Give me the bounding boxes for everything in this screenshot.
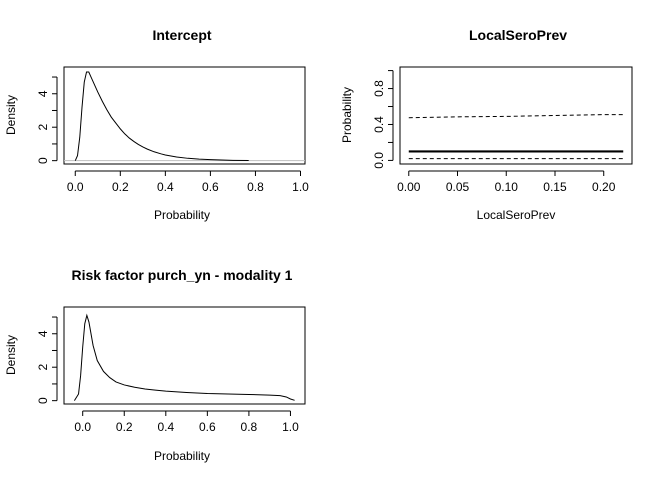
x-axis-label: Probability [154, 208, 210, 222]
series-group [408, 114, 624, 160]
y-axis: 0 2 4 [36, 76, 58, 164]
series-line-1 [74, 71, 249, 161]
x-tick-label: 1.0 [282, 420, 299, 434]
series-group [73, 313, 295, 401]
x-axis: 0.00 0.05 0.10 0.15 0.20 [397, 170, 616, 194]
y-tick-label: 2 [36, 364, 50, 371]
x-tick-label: 0.15 [543, 180, 567, 194]
y-tick-label: 0.8 [372, 80, 386, 97]
series-group [74, 71, 249, 161]
x-tick-label: 0.00 [397, 180, 421, 194]
y-tick-label: 4 [36, 90, 50, 97]
x-tick-label: 0.4 [157, 420, 174, 434]
y-tick-label: 0.4 [372, 116, 386, 133]
x-tick-label: 0.6 [202, 180, 219, 194]
y-tick-label: 2 [36, 124, 50, 131]
y-axis-label: Density [4, 335, 18, 375]
x-tick-label: 0.2 [112, 180, 129, 194]
series-line-2 [408, 114, 624, 119]
x-axis-label: LocalSeroPrev [477, 208, 556, 222]
x-tick-label: 0.8 [247, 180, 264, 194]
x-tick-label: 0.8 [241, 420, 258, 434]
x-tick-label: 0.05 [446, 180, 470, 194]
y-tick-label: 0 [36, 157, 50, 164]
x-tick-label: 0.6 [199, 420, 216, 434]
panel-title: LocalSeroPrev [469, 27, 567, 43]
x-tick-label: 0.4 [157, 180, 174, 194]
x-tick-label: 0.2 [116, 420, 133, 434]
panel-risk-factor: Risk factor purch_yn - modality 1 0.0 0.2… [4, 267, 306, 463]
y-axis: 0 2 4 [36, 316, 58, 404]
panel-title: Intercept [152, 27, 211, 43]
x-tick-label: 0.20 [592, 180, 616, 194]
plot-frame [399, 66, 633, 165]
panel-intercept: Intercept 0.0 0.2 0.4 0.6 0.8 1.0 0 2 4 Probabi… [4, 27, 309, 222]
plot-frame [63, 306, 306, 405]
panel-title: Risk factor purch_yn - modality 1 [72, 267, 293, 283]
x-tick-label: 0.0 [67, 180, 84, 194]
x-axis-label: Probability [154, 449, 210, 463]
x-tick-label: 0.10 [495, 180, 519, 194]
y-tick-label: 0.0 [372, 152, 386, 169]
x-tick-label: 1.0 [292, 180, 309, 194]
y-tick-label: 4 [36, 330, 50, 337]
y-axis-label: Density [4, 95, 18, 135]
plot-frame [63, 66, 306, 165]
y-axis-label: Probability [340, 87, 354, 143]
panel-localseroprev: LocalSeroPrev 0.00 0.05 0.10 0.15 0.20 0.00.… [340, 27, 633, 222]
x-axis: 0.0 0.2 0.4 0.6 0.8 1.0 [74, 410, 299, 434]
series-line-1 [73, 313, 295, 401]
x-axis: 0.0 0.2 0.4 0.6 0.8 1.0 [67, 170, 309, 194]
x-tick-label: 0.0 [74, 420, 91, 434]
y-axis: 0.0 0.4 0.8 [372, 70, 394, 169]
y-tick-label: 0 [36, 397, 50, 404]
